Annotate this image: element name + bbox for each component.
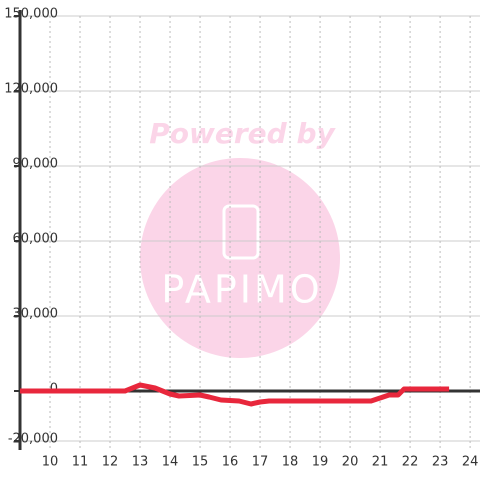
- watermark-title: Powered by: [149, 117, 336, 150]
- y-tick-label: 120,000: [4, 82, 58, 97]
- y-tick-label: -20,000: [8, 432, 58, 447]
- x-tick-label: 14: [162, 455, 179, 470]
- y-tick-label: 60,000: [13, 232, 59, 247]
- x-tick-label: 22: [402, 455, 419, 470]
- x-tick-label: 17: [252, 455, 269, 470]
- x-tick-label: 18: [282, 455, 299, 470]
- x-tick-label: 19: [312, 455, 329, 470]
- data-line: [20, 382, 450, 407]
- watermark-brand: PAPIMO: [161, 268, 322, 312]
- x-tick-label: 11: [72, 455, 89, 470]
- x-tick-label: 15: [192, 455, 209, 470]
- phone-icon: [222, 204, 260, 260]
- x-tick-label: 20: [342, 455, 359, 470]
- x-tick-label: 13: [132, 455, 149, 470]
- x-tick-label: 16: [222, 455, 239, 470]
- x-tick-label: 21: [372, 455, 389, 470]
- y-tick-label: 90,000: [13, 157, 59, 172]
- x-tick-label: 24: [462, 455, 479, 470]
- x-tick-label: 12: [102, 455, 119, 470]
- y-tick-label: 150,000: [4, 7, 58, 22]
- x-tick-label: 10: [42, 455, 59, 470]
- x-tick-label: 23: [432, 455, 449, 470]
- y-tick-label: 30,000: [13, 307, 59, 322]
